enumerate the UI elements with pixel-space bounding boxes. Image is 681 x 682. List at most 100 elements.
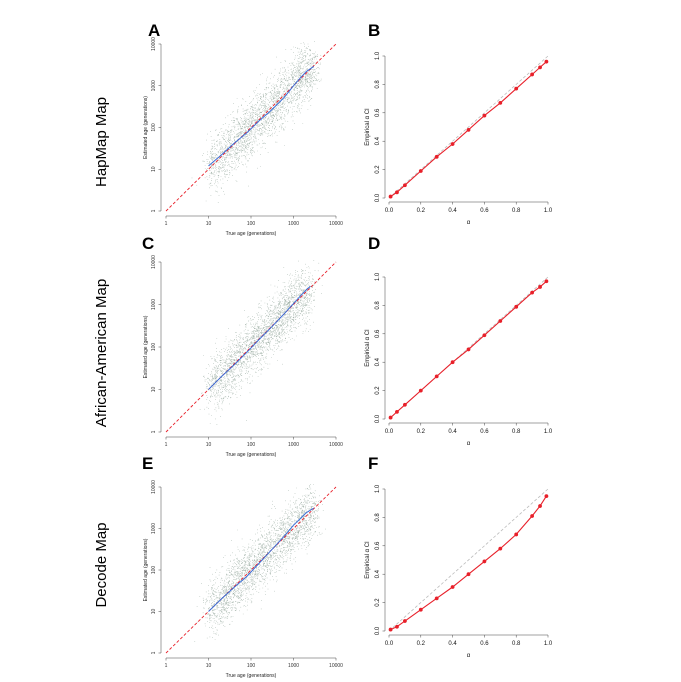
y-tick-label: 10000 (151, 37, 157, 51)
x-axis-label: α (467, 441, 471, 447)
panel-letter-d: D (368, 234, 380, 253)
data-point (434, 596, 439, 601)
data-point (418, 169, 423, 173)
x-tick-label: 0.0 (385, 429, 394, 435)
y-tick-label: 0.6 (375, 329, 381, 338)
reference-line (388, 488, 549, 632)
panel-letter-a: A (148, 21, 160, 40)
x-tick-label: 0.2 (417, 208, 426, 214)
scatter-cloud (194, 484, 326, 642)
y-tick-label: 1.0 (375, 272, 381, 281)
data-point (530, 514, 534, 518)
y-tick-label: 1 (151, 651, 157, 654)
x-tick-label: 0.2 (417, 641, 426, 647)
fit-line (208, 285, 311, 390)
data-point (395, 190, 399, 195)
y-tick-label: 1.0 (375, 51, 381, 60)
data-point (544, 494, 549, 498)
y-tick-label: 0.8 (375, 301, 381, 310)
y-tick-label: 100 (151, 123, 157, 132)
y-axis-label: Empirical α CI (365, 108, 371, 146)
y-tick-label: 0.0 (375, 414, 381, 423)
y-tick-label: 0.0 (375, 626, 381, 635)
y-tick-label: 10 (151, 387, 157, 393)
data-point (395, 624, 399, 629)
scatter-cloud (199, 260, 323, 425)
x-tick-label: 10 (206, 663, 212, 669)
row-label-decode: Decode Map (93, 522, 110, 607)
x-tick-label: 0.6 (480, 208, 489, 214)
data-point (544, 59, 549, 64)
x-axis-label: True age (generations) (226, 231, 277, 237)
x-tick-label: 100 (247, 221, 256, 227)
x-tick-label: 0.8 (512, 429, 521, 435)
data-point (388, 627, 393, 632)
chart-f: 0.0 0.2 0.4 0.6 0.8 1.0 0.0 0.2 0.4 0.6 0.8 1.0 α Emp… (365, 484, 553, 659)
data-point (482, 333, 487, 338)
data-point (388, 194, 393, 199)
x-tick-label: 10000 (329, 442, 343, 448)
x-tick-label: 0.6 (480, 429, 489, 435)
data-point (388, 415, 393, 420)
y-tick-label: 0.0 (375, 193, 381, 202)
data-point (434, 154, 439, 159)
x-tick-label: 0.4 (448, 208, 457, 214)
y-tick-label: 1000 (151, 299, 157, 310)
y-tick-label: 0.2 (375, 598, 381, 607)
charts: 1 10 100 1000 10000 1 10 100 1000 10000 True age (… (143, 37, 553, 679)
x-axis-label: α (467, 653, 471, 659)
y-tick-label: 0.4 (375, 569, 381, 578)
row-label-hapmap: HapMap Map (93, 97, 110, 187)
data-point (538, 285, 542, 289)
data-point (544, 279, 549, 284)
y-axis-label: Estimated age (generations) (143, 315, 149, 378)
x-tick-label: 1.0 (544, 208, 553, 214)
fit-line (208, 507, 315, 612)
y-tick-label: 10000 (151, 255, 157, 269)
x-axis-label: α (467, 220, 471, 226)
data-point (538, 504, 542, 508)
data-point (466, 572, 471, 577)
x-tick-label: 1 (165, 663, 168, 669)
y-axis-label: Empirical α CI (365, 541, 371, 579)
chart-c: 1 10 100 1000 10000 1 10 100 1000 10000 True age (… (143, 255, 343, 458)
data-point (482, 113, 487, 118)
row-label-african-american: African-American Map (93, 279, 110, 427)
scatter-points (165, 41, 337, 212)
x-tick-label: 0.4 (448, 429, 457, 435)
data-point (498, 319, 503, 323)
y-axis-label: Estimated age (generations) (143, 538, 149, 601)
x-tick-label: 10000 (329, 663, 343, 669)
x-axis-label: True age (generations) (226, 673, 277, 679)
data-point (450, 585, 455, 589)
panel-letter-c: C (142, 234, 154, 253)
x-tick-label: 1.0 (544, 641, 553, 647)
y-tick-label: 0.6 (375, 541, 381, 550)
y-tick-label: 1 (151, 209, 157, 212)
reference-line (388, 55, 549, 199)
chart-a: 1 10 100 1000 10000 1 10 100 1000 10000 True age (… (143, 37, 343, 237)
data-point (466, 127, 471, 132)
data-point (514, 86, 519, 91)
data-point (514, 304, 519, 309)
scatter-points (165, 484, 337, 654)
scatter-cloud (191, 41, 322, 203)
chart-e: 1 10 100 1000 10000 1 10 100 1000 10000 True age (… (143, 480, 343, 679)
x-tick-label: 0.0 (385, 641, 394, 647)
x-tick-label: 10 (206, 221, 212, 227)
y-tick-label: 0.4 (375, 357, 381, 366)
y-tick-label: 0.2 (375, 386, 381, 395)
identity-line (165, 486, 337, 654)
y-axis-label: Empirical α CI (365, 329, 371, 367)
y-tick-label: 10000 (151, 480, 157, 494)
x-tick-label: 0.2 (417, 429, 426, 435)
x-tick-label: 0.0 (385, 208, 394, 214)
panel-letter-e: E (142, 454, 153, 473)
x-tick-label: 0.6 (480, 641, 489, 647)
data-point (418, 607, 423, 612)
x-tick-label: 1 (165, 221, 168, 227)
y-tick-label: 1000 (151, 80, 157, 91)
data-point (530, 290, 534, 295)
y-tick-label: 100 (151, 566, 157, 575)
